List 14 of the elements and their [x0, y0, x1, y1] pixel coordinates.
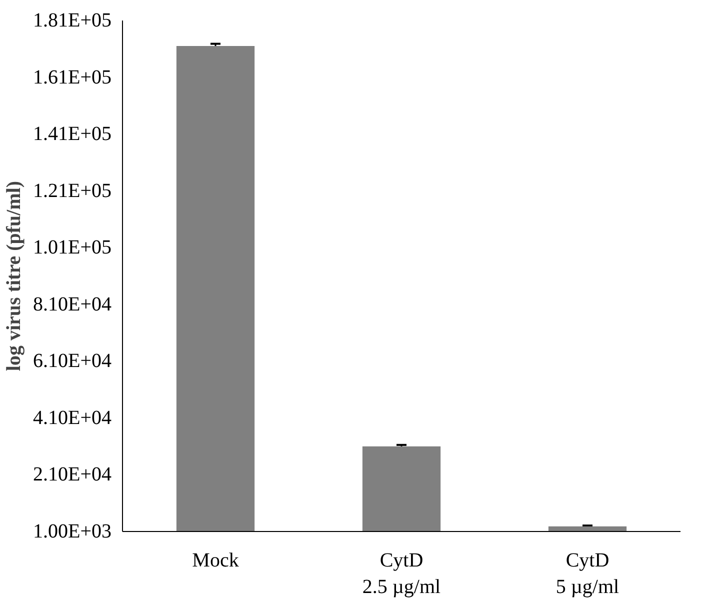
y-tick-label: 6.10E+04: [33, 350, 112, 372]
x-tick-label: Mock: [192, 550, 239, 572]
y-tick-label: 1.00E+03: [33, 520, 112, 542]
y-tick-label: 8.10E+04: [33, 293, 112, 316]
y-tick-label: 1.81E+05: [33, 10, 112, 32]
x-tick-label: CytD 2.5 µg/ml: [362, 550, 442, 598]
y-tick-label: 2.10E+04: [33, 464, 112, 486]
y-tick-label: 1.21E+05: [33, 180, 112, 202]
x-tick-label: CytD 5 µg/ml: [556, 550, 620, 598]
y-tick-label: 1.61E+05: [33, 66, 112, 88]
y-tick-label: 4.10E+04: [33, 406, 112, 429]
y-tick-label: 1.41E+05: [33, 123, 112, 146]
y-axis-title: log virus titre (pfu/ml): [3, 180, 26, 372]
y-tick-label: 1.01E+05: [33, 236, 112, 259]
